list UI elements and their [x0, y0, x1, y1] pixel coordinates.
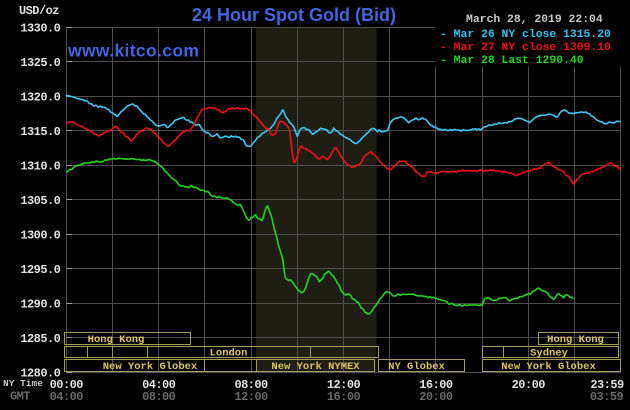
svg-text:Sydney: Sydney: [530, 347, 569, 359]
svg-text:GMT: GMT: [10, 390, 30, 404]
svg-text:1285.0: 1285.0: [20, 332, 60, 346]
svg-text:London: London: [210, 347, 248, 359]
svg-text:1325.0: 1325.0: [20, 56, 60, 70]
svg-text:USD/oz: USD/oz: [19, 4, 59, 18]
svg-text:04:00: 04:00: [50, 390, 84, 404]
svg-text:Hong Kong: Hong Kong: [88, 334, 145, 346]
svg-text:1310.0: 1310.0: [20, 159, 60, 173]
svg-text:23:59: 23:59: [590, 378, 624, 392]
svg-text:12:00: 12:00: [234, 390, 268, 404]
svg-text:16:00: 16:00: [327, 390, 361, 404]
svg-text:20:00: 20:00: [512, 378, 546, 392]
svg-text:03:59: 03:59: [590, 390, 624, 404]
svg-text:1305.0: 1305.0: [20, 194, 60, 208]
svg-text:NY Globex: NY Globex: [388, 361, 445, 373]
svg-text:1320.0: 1320.0: [20, 90, 60, 104]
svg-text:- Mar 28 Last 1290.40: - Mar 28 Last 1290.40: [440, 55, 584, 67]
svg-text:24 Hour Spot Gold (Bid): 24 Hour Spot Gold (Bid): [192, 5, 396, 25]
svg-text:1290.0: 1290.0: [20, 297, 60, 311]
svg-text:New York Globex: New York Globex: [501, 361, 596, 373]
svg-text:New York Globex: New York Globex: [103, 361, 198, 373]
svg-text:12:00: 12:00: [327, 378, 361, 392]
svg-text:08:00: 08:00: [234, 378, 268, 392]
svg-text:16:00: 16:00: [419, 378, 453, 392]
svg-text:Hong Kong: Hong Kong: [547, 334, 604, 346]
svg-text:NY Time: NY Time: [3, 378, 43, 389]
svg-text:- Mar 26 NY close 1315.20: - Mar 26 NY close 1315.20: [440, 29, 611, 41]
svg-text:1295.0: 1295.0: [20, 263, 60, 277]
svg-text:1315.0: 1315.0: [20, 125, 60, 139]
svg-text:1280.0: 1280.0: [20, 366, 60, 380]
svg-text:08:00: 08:00: [142, 390, 176, 404]
svg-text:New York NYMEX: New York NYMEX: [271, 361, 360, 373]
svg-text:1330.0: 1330.0: [20, 21, 60, 35]
svg-text:March 28, 2019 22:04: March 28, 2019 22:04: [466, 14, 603, 26]
svg-text:- Mar 27 NY close 1309.10: - Mar 27 NY close 1309.10: [440, 42, 611, 54]
svg-text:www.kitco.com: www.kitco.com: [67, 40, 199, 60]
svg-text:20:00: 20:00: [419, 390, 453, 404]
svg-text:04:00: 04:00: [142, 378, 176, 392]
svg-text:1300.0: 1300.0: [20, 228, 60, 242]
svg-text:00:00: 00:00: [50, 378, 84, 392]
